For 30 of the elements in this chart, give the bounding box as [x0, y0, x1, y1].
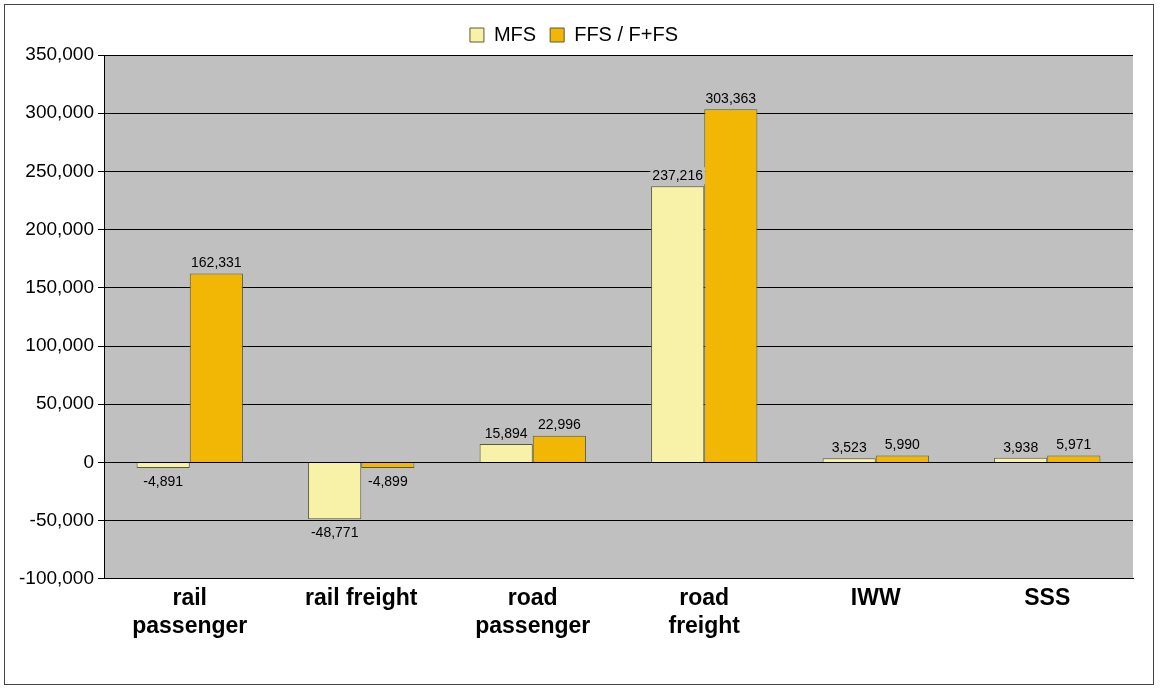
data-label: 303,363	[705, 90, 757, 107]
y-tick-label: 0	[83, 450, 95, 472]
y-tick-label: 100,000	[25, 334, 95, 356]
legend-label: MFS	[493, 22, 537, 45]
x-tick-label: rail freight	[305, 583, 418, 610]
x-tick-label: road freight	[668, 583, 741, 638]
data-label: 162,331	[191, 254, 242, 271]
y-tick-label: -50,000	[29, 508, 95, 530]
x-tick-label: IWW	[850, 583, 901, 610]
data-label: 5,971	[1056, 436, 1092, 453]
data-label: 3,523	[831, 439, 867, 456]
x-tick-label: road passenger	[475, 583, 591, 638]
y-tick-label: 300,000	[25, 101, 95, 123]
x-tick-label: SSS	[1024, 583, 1071, 610]
legend-label: FFS / F+FS	[574, 22, 679, 45]
x-tick-label: rail passenger	[132, 583, 248, 638]
y-tick-label: 200,000	[25, 217, 95, 239]
data-label: -4,899	[367, 472, 408, 489]
data-label: 22,996	[537, 416, 581, 433]
y-tick-label: 150,000	[25, 276, 95, 298]
data-label: 15,894	[484, 424, 528, 441]
y-tick-label: -100,000	[18, 567, 95, 589]
y-tick-label: 50,000	[35, 392, 95, 414]
data-label: -48,771	[310, 524, 359, 541]
data-label: 237,216	[652, 167, 704, 184]
data-label: 5,990	[884, 436, 921, 453]
y-tick-label: 250,000	[25, 159, 95, 181]
y-tick-label: 350,000	[25, 43, 95, 65]
data-label: -4,891	[143, 472, 184, 489]
data-label: 3,938	[1003, 438, 1039, 455]
